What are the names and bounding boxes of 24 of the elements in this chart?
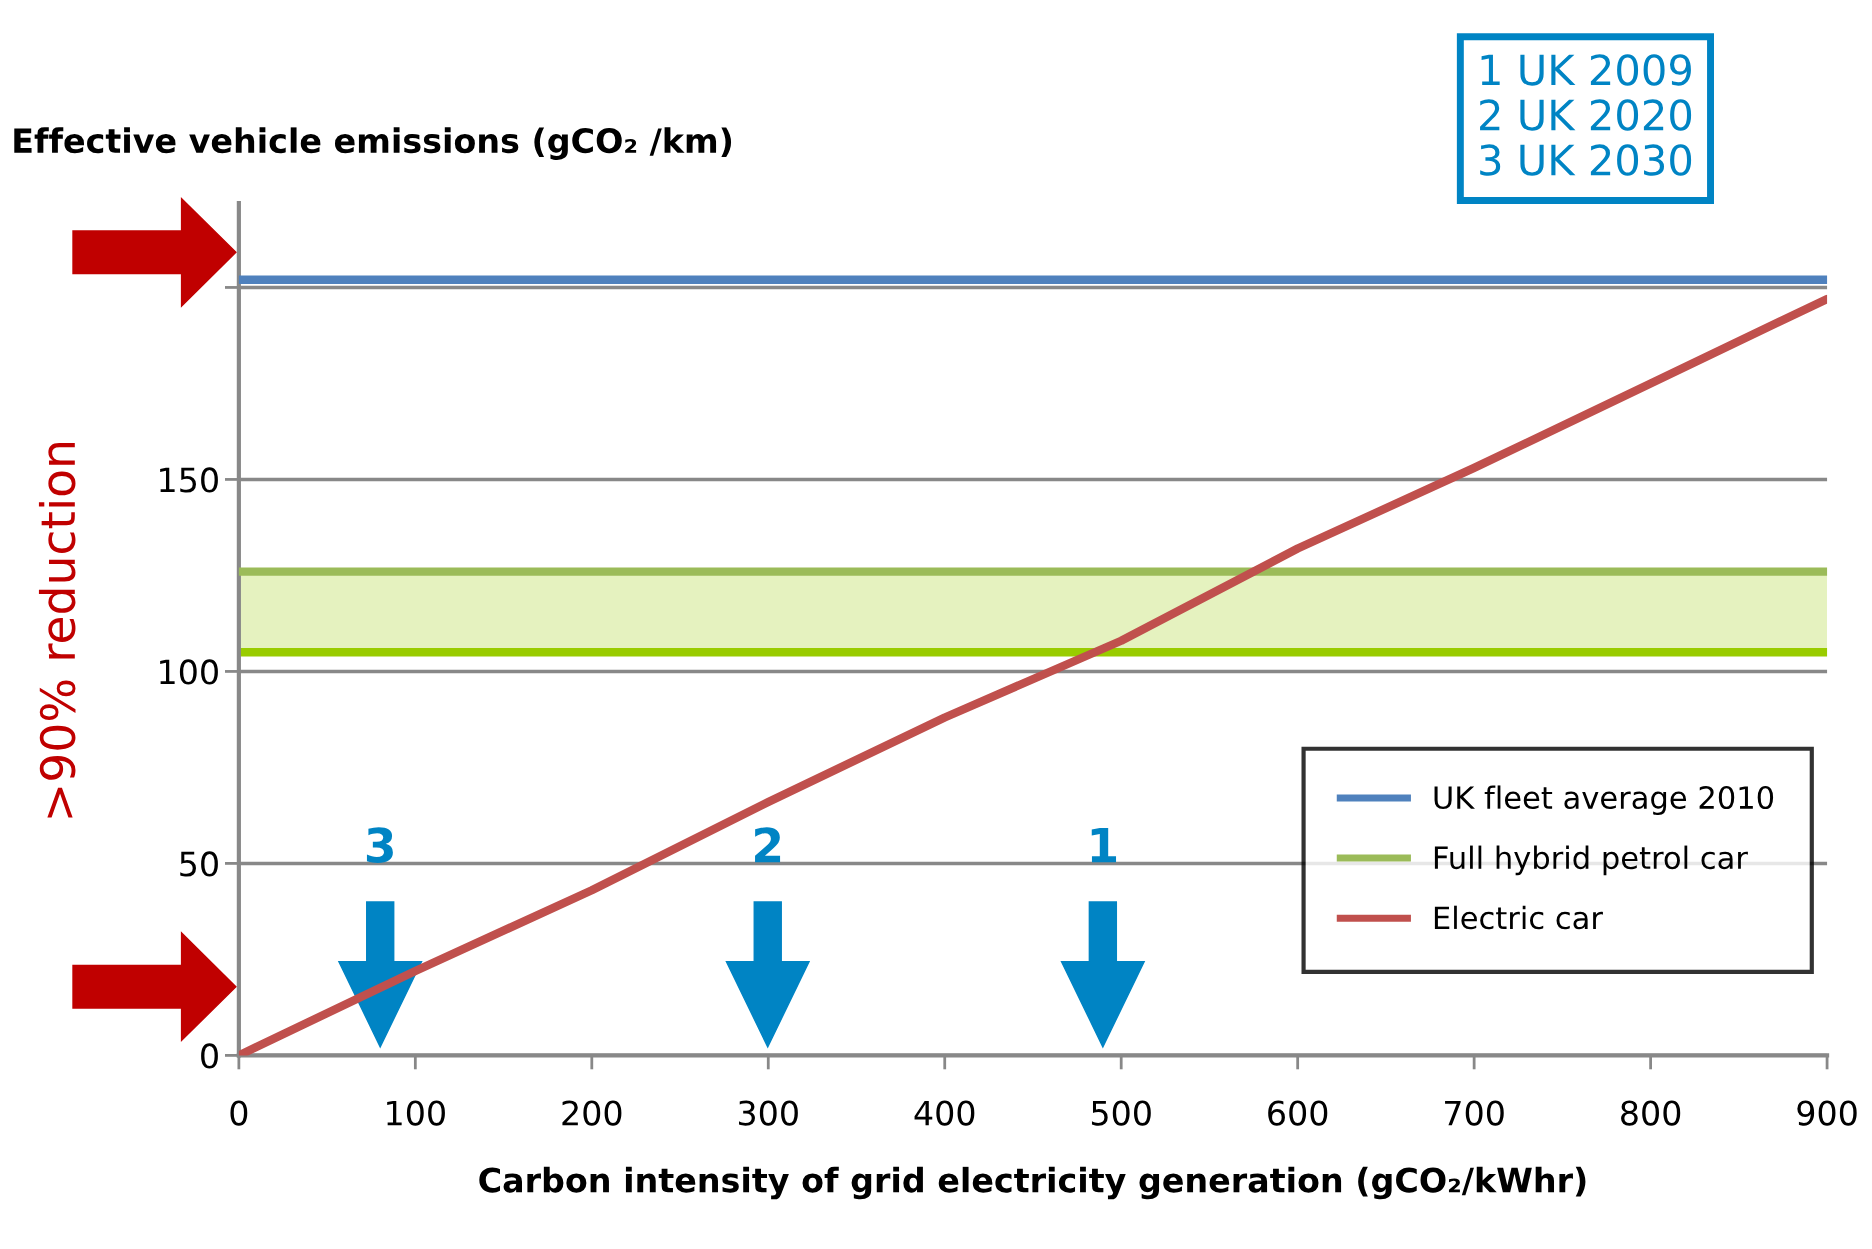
chart-title: Effective vehicle emissions (gCO₂ /km)	[14, 127, 732, 160]
x-tick-label: 100	[387, 1100, 445, 1126]
x-tick-label: 800	[1621, 1100, 1681, 1126]
x-tick-label: 500	[1091, 1100, 1151, 1126]
text: >90% reduction	[38, 443, 76, 818]
y-tick-label: 150	[160, 467, 218, 493]
x-tick-label: 0	[230, 1100, 248, 1126]
legend-label: Full hybrid petrol car	[1434, 845, 1748, 876]
legend-label: UK fleet average 2010	[1434, 785, 1774, 816]
annotation: 1	[1091, 827, 1117, 863]
legend-label: Electric car	[1434, 905, 1603, 930]
x-tick-label: 300	[739, 1100, 798, 1126]
text: 1 UK 2009 2 UK 2020 3 UK 2030	[1480, 54, 1692, 176]
x-tick-label: 700	[1445, 1100, 1504, 1126]
annotation: 3	[366, 827, 393, 863]
x-tick-label: 200	[562, 1100, 622, 1126]
x-tick-label: 400	[914, 1100, 975, 1126]
x-tick-label: 900	[1797, 1100, 1857, 1126]
x-tick-label: 600	[1268, 1100, 1328, 1126]
y-tick-label: 0	[201, 1043, 218, 1069]
y-tick-label: 50	[180, 851, 218, 877]
x-axis-title: Carbon intensity of grid electricity generation (gCO₂/kWhr)	[479, 1166, 1586, 1200]
y-tick-label: 100	[160, 659, 218, 685]
annotation: 2	[755, 827, 781, 863]
